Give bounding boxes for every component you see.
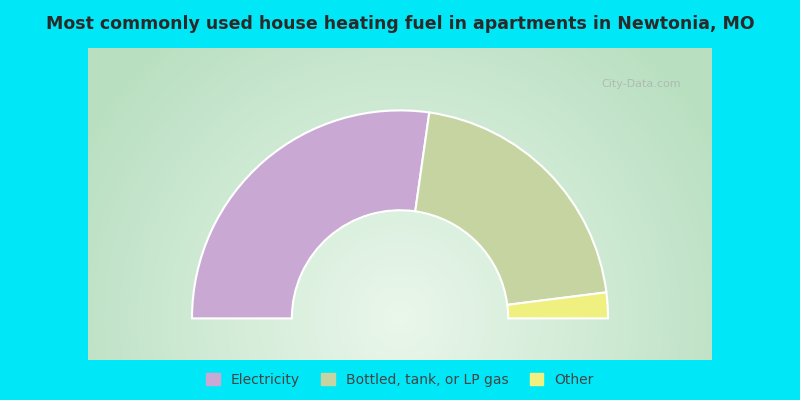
Text: City-Data.com: City-Data.com — [601, 79, 681, 89]
Wedge shape — [192, 110, 430, 318]
Wedge shape — [415, 112, 606, 305]
Wedge shape — [507, 292, 608, 318]
Text: Most commonly used house heating fuel in apartments in Newtonia, MO: Most commonly used house heating fuel in… — [46, 15, 754, 33]
Legend: Electricity, Bottled, tank, or LP gas, Other: Electricity, Bottled, tank, or LP gas, O… — [201, 368, 599, 392]
